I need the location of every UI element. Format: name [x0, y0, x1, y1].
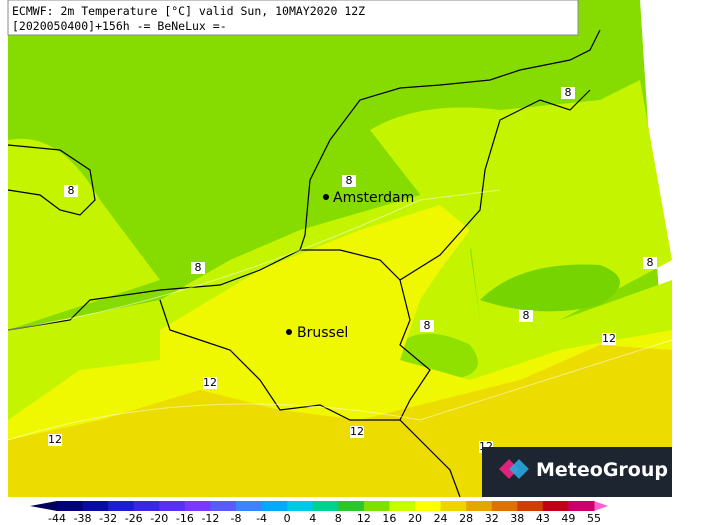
field-yellowgreen	[8, 80, 672, 330]
colorbar-cell	[82, 501, 109, 511]
colorbar-cell	[338, 501, 365, 511]
contour-label: 12	[203, 376, 217, 389]
colorbar-cell	[466, 501, 493, 511]
contour-label: 8	[647, 256, 654, 269]
contour-label: 8	[523, 309, 530, 322]
contour-label-bg	[64, 185, 78, 197]
colorbar-cell	[517, 501, 544, 511]
city-label: Amsterdam	[333, 190, 414, 206]
colorbar-cell	[210, 501, 237, 511]
contour-label-bg	[342, 175, 356, 187]
colorbar-tick-label: 38	[510, 512, 524, 525]
colorbar-tick-label: 28	[459, 512, 473, 525]
colorbar-tick-label: -32	[99, 512, 117, 525]
colorbar-high	[594, 501, 608, 511]
colorbar-cell	[184, 501, 211, 511]
contour-label-bg	[203, 377, 217, 389]
colorbar-tick-label: -4	[256, 512, 267, 525]
colorbar-cell	[363, 501, 390, 511]
logo-shape	[509, 459, 529, 479]
colorbar-tick-label: -16	[176, 512, 194, 525]
logo-shape	[499, 459, 519, 479]
colorbar-cell	[159, 501, 186, 511]
contour-label-bg	[643, 257, 657, 269]
contour-label: 12	[602, 332, 616, 345]
coastlines	[7, 29, 601, 498]
contour-label: 8	[68, 184, 75, 197]
city-dot	[323, 194, 329, 200]
colorbar-tick-label: 8	[335, 512, 342, 525]
contour-label-bg	[519, 310, 533, 322]
border-east	[300, 249, 461, 498]
border-fr	[159, 299, 400, 421]
colorbar-cell	[287, 501, 314, 511]
colorbar-cell	[57, 501, 84, 511]
contour-label: 8	[565, 86, 572, 99]
field-green-east	[480, 264, 620, 312]
colorbar-tick-label: -26	[125, 512, 143, 525]
contour-label-bg	[350, 426, 364, 438]
contour-label-bg	[602, 333, 616, 345]
colorbar-cell	[108, 501, 135, 511]
colorbar-tick-label: 0	[284, 512, 291, 525]
colorbar-tick-label: 43	[536, 512, 550, 525]
contour-label-bg	[191, 262, 205, 274]
colorbar-tick-label: 32	[485, 512, 499, 525]
contour-label: 12	[350, 425, 364, 438]
colorbar-tick-label: 24	[434, 512, 448, 525]
contour-label: 8	[424, 319, 431, 332]
logo-text: MeteoGroup	[536, 459, 668, 481]
colorbar-tick-label: 12	[357, 512, 371, 525]
colorbar-cell	[491, 501, 518, 511]
contour-label-bg	[561, 87, 575, 99]
colorbar-cell	[261, 501, 288, 511]
colorbar-tick-label: 16	[382, 512, 396, 525]
contour-12	[7, 339, 673, 441]
header-title: ECMWF: 2m Temperature [°C] valid Sun, 10…	[12, 4, 365, 18]
colorbar-tick-label: 55	[587, 512, 601, 525]
contour-lines	[7, 189, 673, 441]
colorbar-tick-label: -44	[48, 512, 66, 525]
contour-8	[7, 189, 501, 331]
colorbar-tick-label: 49	[561, 512, 575, 525]
colorbar-cell	[542, 501, 569, 511]
colorbar-cell	[568, 501, 595, 511]
colorbar-tick-label: 4	[309, 512, 316, 525]
colorbar-cell	[440, 501, 467, 511]
colorbar-cell	[236, 501, 263, 511]
border-de	[399, 89, 591, 281]
logo-icon	[499, 459, 529, 479]
colorbar-tick-label: 20	[408, 512, 422, 525]
contour-label: 8	[195, 261, 202, 274]
colorbar-cell	[312, 501, 339, 511]
contour-label-bg	[48, 434, 62, 446]
colorbar-tick-label: -12	[201, 512, 219, 525]
header-box	[7, 0, 579, 36]
colorbar-tick-label: -8	[231, 512, 242, 525]
coast-nl	[304, 29, 601, 236]
colorbar-low	[30, 501, 57, 511]
colorbar-tick-label: -20	[150, 512, 168, 525]
contour-label-bg	[420, 320, 434, 332]
coast-uk	[7, 144, 96, 216]
colorbar-cell	[389, 501, 416, 511]
header-run: [2020050400]+156h -= BeNeLux =-	[12, 19, 227, 33]
colorbar-cell	[133, 501, 160, 511]
contour-label: 12	[48, 433, 62, 446]
city-dot	[286, 329, 292, 335]
colorbar-tick-label: -38	[74, 512, 92, 525]
colorbar: -44 -38 -32 -26 -20 -16 -12 -8 -4 0 4 8 12 16 20 24 28 32…	[30, 501, 608, 525]
city-label: Brussel	[297, 325, 348, 341]
temperature-field	[8, 0, 672, 497]
contour-label: 8	[346, 174, 353, 187]
colorbar-cell	[415, 501, 442, 511]
